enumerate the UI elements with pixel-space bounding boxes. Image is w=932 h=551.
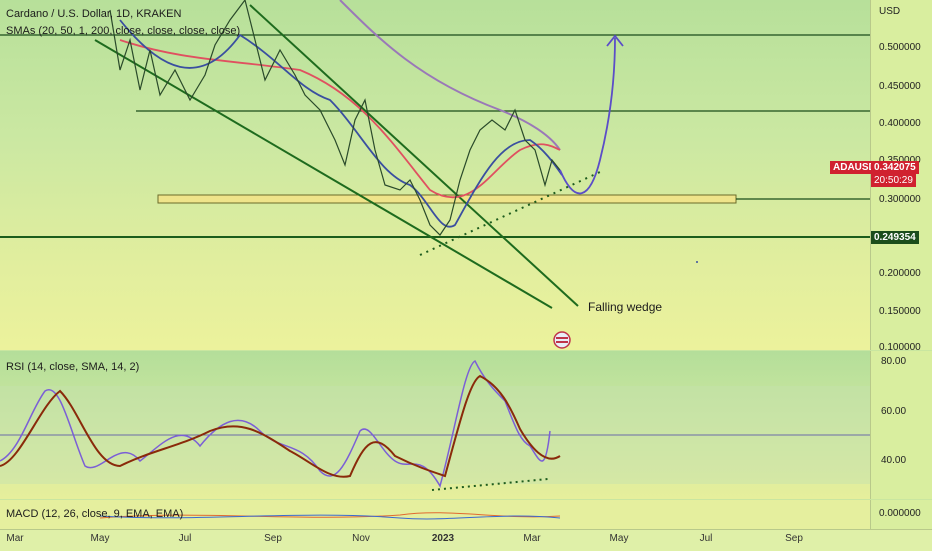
rsi-legend: RSI (14, close, SMA, 14, 2): [6, 361, 140, 373]
wedge-lower-line[interactable]: [94, 39, 553, 309]
rsi-scale[interactable]: 80.00 60.00 40.00: [870, 351, 932, 499]
price-chart-pane[interactable]: Cardano / U.S. Dollar, 1D, KRAKEN SMAs (…: [0, 0, 870, 350]
price-label: 0.500000: [879, 42, 921, 53]
symbol-legend: Cardano / U.S. Dollar, 1D, KRAKEN: [6, 8, 182, 20]
time-label: Jul: [699, 533, 713, 544]
rsi-ma-line: [0, 374, 561, 478]
level-price-badge: 0.249354: [871, 231, 919, 244]
arrow-head-icon: [606, 34, 624, 47]
sma-20-line: [119, 19, 563, 228]
rsi-pane[interactable]: RSI (14, close, SMA, 14, 2): [0, 351, 870, 499]
dotted-trendline[interactable]: [419, 171, 601, 256]
flag-stripe: [556, 337, 568, 339]
rsi-canvas: [0, 359, 870, 491]
price-label: 0.100000: [879, 342, 921, 353]
candlestick-series: [109, 0, 561, 236]
rsi-label: 80.00: [881, 356, 907, 367]
flag-stripe: [556, 341, 568, 343]
macd-label: 0.000000: [879, 508, 921, 519]
countdown-badge: 20:50:29: [871, 174, 916, 187]
macd-line: [99, 514, 561, 520]
rsi-line: [0, 359, 551, 488]
time-label: Nov: [352, 533, 370, 544]
falling-wedge-label: Falling wedge: [588, 300, 663, 314]
currency-label: USD: [879, 6, 901, 17]
sma-50-line: [119, 39, 561, 199]
time-axis[interactable]: [0, 529, 932, 551]
price-label: 0.400000: [879, 118, 921, 129]
time-label: Mar: [6, 533, 24, 544]
us-flag-icon[interactable]: [553, 331, 571, 349]
time-label: Jul: [178, 533, 192, 544]
price-chart-canvas: [0, 0, 870, 349]
sma-legend: SMAs (20, 50, 1, 200, close, close, clos…: [6, 25, 241, 37]
time-label: May: [90, 533, 110, 544]
price-label: 0.350000: [879, 155, 921, 166]
time-label: Mar: [523, 533, 541, 544]
macd-canvas: [99, 512, 561, 520]
rsi-divergence-line[interactable]: [431, 478, 549, 491]
last-price-badge: 0.342075: [871, 161, 919, 174]
price-label: 0.450000: [879, 81, 921, 92]
wedge-upper-line[interactable]: [249, 4, 579, 307]
projection-arrow[interactable]: [559, 37, 616, 195]
ticker-badge[interactable]: ADAUSD: [830, 161, 879, 174]
time-label: 2023: [431, 533, 455, 544]
marker-dot: [696, 261, 698, 263]
time-label: Sep: [785, 533, 803, 544]
time-label: Sep: [264, 533, 282, 544]
rsi-label: 60.00: [881, 406, 907, 417]
macd-pane[interactable]: MACD (12, 26, close, 9, EMA, EMA): [0, 500, 870, 529]
macd-legend: MACD (12, 26, close, 9, EMA, EMA): [6, 508, 184, 520]
macd-scale[interactable]: 0.000000: [870, 500, 932, 529]
price-label: 0.150000: [879, 306, 921, 317]
rsi-label: 40.00: [881, 455, 907, 466]
sma-200-line: [339, 0, 561, 151]
price-scale[interactable]: USD 0.500000 0.450000 0.400000 0.350000 …: [870, 0, 932, 353]
price-label: 0.200000: [879, 268, 921, 279]
time-label: May: [609, 533, 629, 544]
price-label: 0.300000: [879, 194, 921, 205]
